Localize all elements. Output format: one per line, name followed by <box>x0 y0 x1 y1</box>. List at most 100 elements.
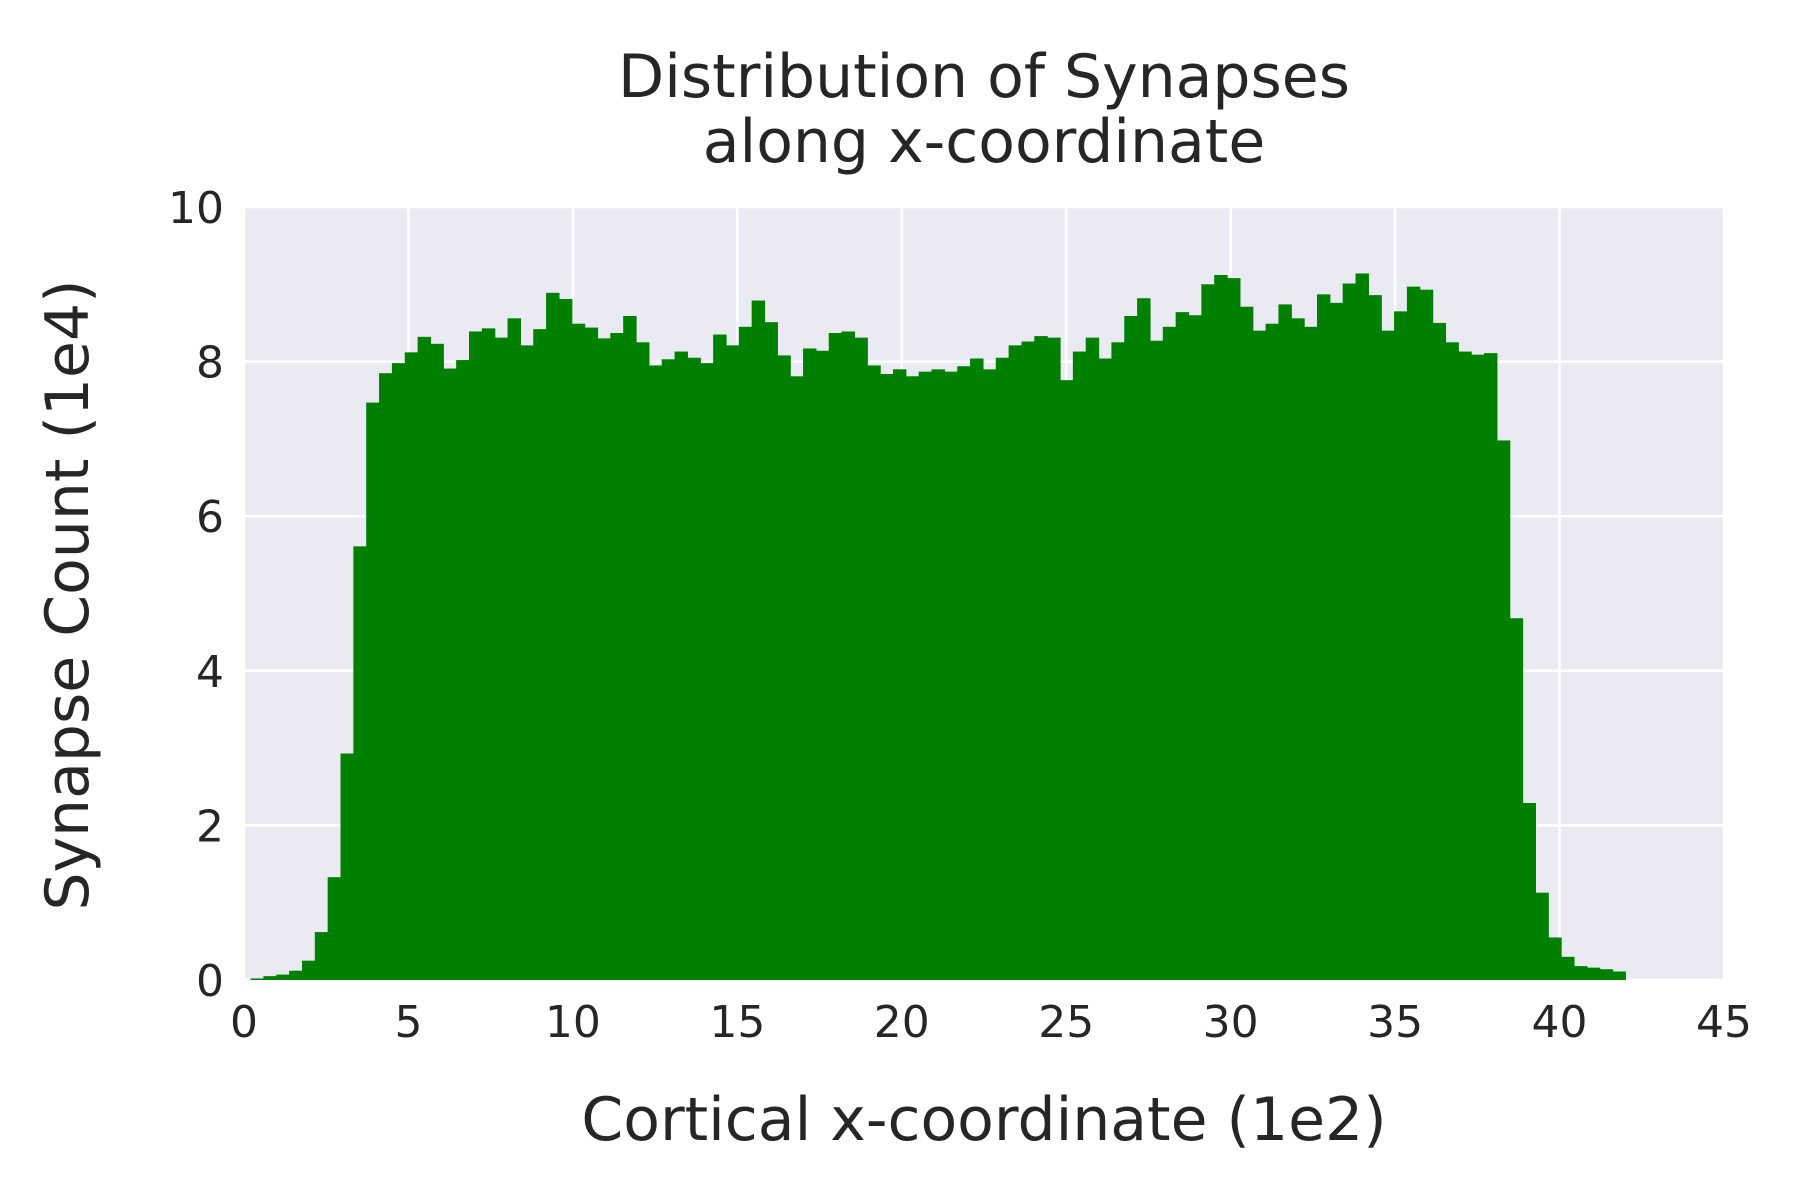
y-tick-label: 6 <box>196 492 224 543</box>
histogram-bar <box>1111 342 1125 980</box>
y-tick-label: 4 <box>196 647 224 698</box>
histogram-bar <box>1278 304 1292 980</box>
histogram-bar <box>1342 283 1357 981</box>
histogram-bar <box>623 315 637 980</box>
histogram-bar <box>1573 966 1588 980</box>
histogram-bar <box>417 336 432 980</box>
histogram-bar <box>1214 275 1228 980</box>
histogram-bar <box>1599 969 1614 980</box>
x-tick-label: 15 <box>709 997 765 1048</box>
histogram-bar <box>1561 956 1575 980</box>
histogram-bar <box>507 318 521 980</box>
histogram-bar <box>468 331 483 980</box>
histogram-bar <box>533 329 547 980</box>
histogram-bar <box>1008 345 1023 980</box>
histogram-bar <box>713 334 727 980</box>
histogram-bar <box>494 337 509 981</box>
histogram-bar <box>1085 337 1100 981</box>
histogram-bar <box>1304 326 1318 980</box>
histogram-bar <box>1381 330 1395 980</box>
histogram-bar <box>854 337 868 981</box>
histogram-bar <box>263 976 277 980</box>
histogram-bar <box>880 373 894 980</box>
x-tick-label: 5 <box>394 997 422 1048</box>
x-tick-label: 25 <box>1038 997 1094 1048</box>
chart-title-line-2: along x-coordinate <box>703 107 1266 177</box>
x-tick-label: 40 <box>1532 997 1588 1048</box>
histogram-bar <box>1098 358 1113 980</box>
histogram-bar <box>841 331 856 980</box>
histogram-bar <box>1265 323 1280 980</box>
histogram-bar <box>456 360 470 981</box>
x-tick-label: 45 <box>1696 997 1752 1048</box>
histogram-bar <box>725 345 740 980</box>
histogram-bar <box>1072 351 1087 980</box>
histogram-bar <box>1252 330 1267 980</box>
histogram-bar <box>892 369 907 981</box>
histogram-bar <box>1329 302 1344 980</box>
histogram-bar <box>1548 937 1562 980</box>
histogram-bar <box>301 960 316 980</box>
x-axis-ticks: 0 5 10 15 20 25 30 35 40 45 <box>230 997 1752 1048</box>
histogram-bar <box>636 342 650 980</box>
histogram-bar <box>276 974 290 980</box>
histogram-bar <box>1034 336 1048 980</box>
histogram-bar <box>815 350 830 980</box>
histogram-bar <box>1471 354 1485 980</box>
histogram-bar <box>661 359 676 980</box>
histogram-bar <box>970 358 984 980</box>
histogram-bar <box>918 371 933 980</box>
histogram-bar <box>558 298 573 980</box>
histogram-bar <box>982 369 997 981</box>
histogram-bar <box>610 332 624 980</box>
histogram-bar <box>648 365 663 981</box>
histogram-bar <box>1509 618 1524 980</box>
histogram-bar <box>1124 315 1138 980</box>
histogram-bar <box>1201 284 1215 980</box>
histogram-bar <box>1162 326 1177 980</box>
histogram-bar <box>1394 311 1408 981</box>
histogram-bar <box>1419 289 1434 980</box>
histogram-bar <box>828 332 843 980</box>
histogram-bar <box>597 338 611 980</box>
histogram-bar <box>1316 294 1331 980</box>
histogram-bar <box>391 363 406 980</box>
histogram-bar <box>481 328 496 981</box>
histogram-bar <box>1458 351 1472 980</box>
histogram-bar <box>1586 967 1601 980</box>
histogram-bar <box>803 348 817 981</box>
histogram-bar <box>1137 298 1151 980</box>
histogram-bar <box>430 343 444 980</box>
x-tick-label: 0 <box>230 997 258 1048</box>
chart-title-line-1: Distribution of Synapses <box>618 42 1350 112</box>
histogram-bar <box>250 978 265 980</box>
histogram-bar <box>751 300 766 981</box>
histogram-bar <box>931 369 945 981</box>
histogram-bar <box>687 357 701 980</box>
histogram-bar <box>1239 306 1254 980</box>
histogram-bar <box>353 546 367 980</box>
histogram-bar <box>1368 295 1382 980</box>
histogram-bar <box>1496 440 1511 980</box>
histogram-bar <box>995 357 1010 980</box>
x-tick-label: 30 <box>1203 997 1259 1048</box>
histogram-bar <box>1175 312 1190 980</box>
histogram-bar <box>404 352 419 981</box>
histogram-bar <box>1406 286 1421 980</box>
x-tick-label: 20 <box>874 997 930 1048</box>
histogram-bar <box>1047 337 1061 981</box>
histogram-bar <box>314 932 329 980</box>
histogram-bar <box>1355 273 1369 980</box>
x-tick-label: 10 <box>545 997 601 1048</box>
histogram-bar <box>289 970 303 980</box>
histogram-bar <box>700 363 714 980</box>
histogram-bar <box>520 345 534 980</box>
histogram-bar <box>366 402 380 981</box>
y-axis-label: Synapse Count (1e4) <box>33 279 103 910</box>
histogram-bar <box>764 322 778 980</box>
histogram-bar <box>1522 802 1536 980</box>
histogram-bar <box>738 326 753 980</box>
histogram-bar <box>777 355 791 980</box>
histogram-bar <box>1432 322 1447 980</box>
y-tick-label: 2 <box>196 801 224 852</box>
